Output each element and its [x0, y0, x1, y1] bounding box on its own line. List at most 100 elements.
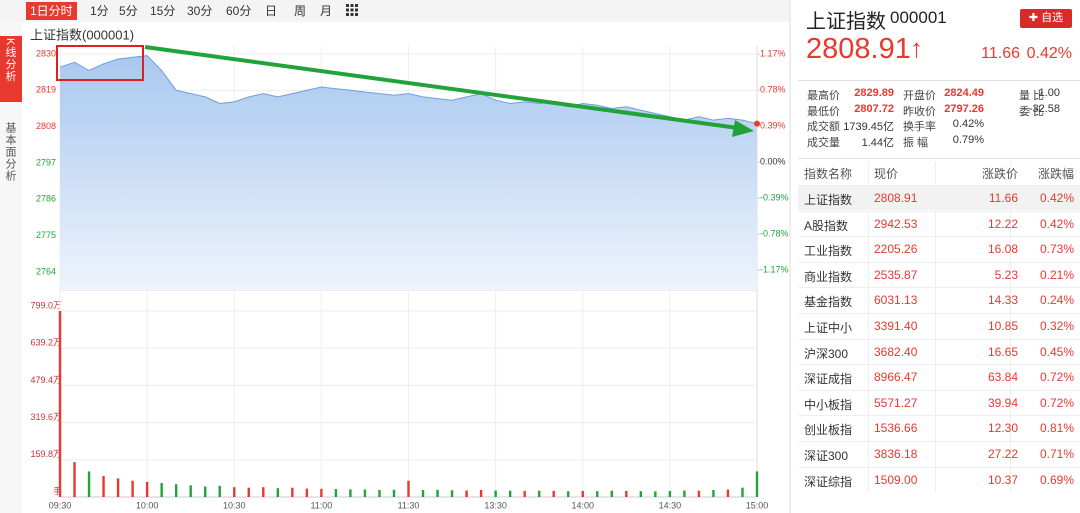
- pct-tick-label: 0.00%: [760, 157, 786, 167]
- x-tick-label: 14:30: [659, 500, 682, 510]
- stat-value: 0.42%: [952, 118, 984, 130]
- row-line: [798, 441, 1080, 442]
- tab[interactable]: 15分: [150, 4, 176, 18]
- tab[interactable]: 1分: [90, 4, 109, 18]
- price-line: [59, 55, 758, 125]
- quote-arrow: ↑: [910, 33, 923, 63]
- volume-bar: [407, 480, 410, 497]
- row-line: [798, 338, 1080, 340]
- table-header: 涨跌价: [981, 167, 1018, 181]
- table-cell: 5.23: [994, 267, 1018, 282]
- column-line: [868, 162, 869, 492]
- table-cell: 3391.40: [874, 319, 918, 333]
- volume-bar: [712, 490, 715, 497]
- tab[interactable]: 5分: [119, 4, 138, 18]
- side-tab[interactable]: 基本面分析: [4, 122, 16, 182]
- stat-label: 振 幅: [903, 136, 929, 149]
- index-name[interactable]: 中小板指: [804, 397, 853, 412]
- volume-bar: [610, 490, 613, 497]
- volume-bar: [508, 490, 512, 497]
- row-line: [798, 210, 1080, 212]
- side-bar: [0, 22, 22, 513]
- table-cell: 0.45%: [1039, 344, 1074, 359]
- table-cell: 14.33: [987, 293, 1018, 308]
- volume-bar: [755, 471, 759, 497]
- row-line: [798, 466, 1080, 468]
- table-cell: 0.69%: [1039, 472, 1074, 487]
- row-line: [798, 389, 1080, 391]
- volume-bar: [537, 490, 541, 497]
- volume-bar: [233, 487, 236, 497]
- x-tick-label: 15:00: [746, 500, 769, 510]
- index-name[interactable]: 创业板指: [804, 423, 853, 438]
- index-name[interactable]: 上证中小: [804, 321, 853, 335]
- volume-bar: [392, 489, 396, 497]
- volume-bar: [87, 471, 91, 497]
- trend-arrow: [144, 45, 739, 130]
- tab-active[interactable]: 1日分时: [26, 2, 77, 20]
- volume-bar: [334, 489, 338, 497]
- index-name[interactable]: 工业指数: [804, 244, 853, 259]
- pct-tick-label: -0.39%: [760, 193, 789, 203]
- volume-bar: [174, 484, 178, 497]
- index-name[interactable]: 基金指数: [804, 295, 853, 310]
- volume-bar: [654, 491, 657, 497]
- tab[interactable]: 日: [265, 4, 278, 18]
- stat-label: 最低价: [807, 105, 840, 118]
- index-name[interactable]: 深证成指: [804, 372, 853, 387]
- x-tick-label: 10:30: [223, 500, 246, 510]
- stat-value: -32.58: [1028, 102, 1060, 115]
- tab[interactable]: 月: [320, 4, 333, 18]
- index-name[interactable]: 深证300: [804, 449, 849, 463]
- row-line: [798, 185, 1080, 186]
- y-tick-label: 2797: [36, 157, 56, 167]
- quote-code: 000001: [890, 8, 947, 27]
- volume-bar: [116, 478, 120, 497]
- x-tick-label: 11:30: [398, 500, 420, 510]
- table-cell: 8966.47: [874, 370, 918, 385]
- volume-bar: [189, 485, 192, 497]
- volume-bar: [349, 489, 352, 497]
- index-name[interactable]: 沪深300: [804, 346, 849, 361]
- tab[interactable]: 60分: [226, 4, 252, 18]
- table-cell: 3682.40: [874, 344, 918, 359]
- volume-bar: [639, 491, 643, 497]
- y-tick-label: 2830: [36, 48, 56, 58]
- table-cell: 0.73%: [1039, 242, 1074, 257]
- index-name[interactable]: 深证综指: [804, 474, 853, 489]
- index-name[interactable]: A股指数: [804, 218, 849, 233]
- volume-bar: [668, 490, 672, 497]
- volume-tick-label: 799.0万: [30, 300, 62, 310]
- table-cell: 2808.91: [874, 191, 918, 205]
- pct-tick-label: -1.17%: [760, 265, 789, 275]
- table-cell: 6031.13: [874, 293, 918, 308]
- volume-tick-label: 479.4万: [30, 375, 62, 385]
- tab[interactable]: 周: [294, 4, 307, 18]
- add-button[interactable]: ✚ 自选: [1020, 9, 1072, 28]
- stat-value: 0.79%: [952, 133, 984, 146]
- volume-bar: [421, 490, 425, 497]
- volume-bar: [567, 491, 570, 497]
- table-cell: 0.21%: [1039, 267, 1074, 282]
- y-tick-label: 2786: [36, 194, 56, 204]
- grid-icon[interactable]: [346, 4, 358, 16]
- side-tab[interactable]: K线分析: [4, 38, 16, 83]
- table-cell: 0.32%: [1039, 319, 1074, 333]
- index-name[interactable]: 商业指数: [804, 269, 853, 284]
- last-price-dot: [754, 120, 760, 127]
- stat-value: 2829.89: [854, 87, 894, 99]
- chart-title: 上证指数(000001): [30, 27, 134, 42]
- stat-value: 2824.49: [944, 87, 984, 99]
- table-cell: 10.85: [987, 319, 1018, 333]
- stat-label: 昨收价: [903, 105, 936, 118]
- x-tick-label: 14:00: [571, 500, 594, 510]
- index-name[interactable]: 上证指数: [804, 193, 853, 207]
- volume-bar: [697, 490, 701, 497]
- table-cell: 0.71%: [1039, 447, 1074, 461]
- row-line: [798, 261, 1080, 263]
- y-tick-label: 2819: [36, 85, 56, 95]
- tab[interactable]: 30分: [187, 4, 213, 18]
- volume-bar: [145, 481, 149, 497]
- volume-bar: [363, 489, 367, 497]
